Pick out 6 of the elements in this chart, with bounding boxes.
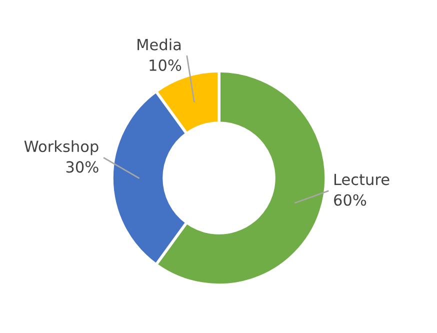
slice-label: Lecture — [334, 174, 390, 186]
slice-label: Media — [138, 38, 181, 50]
data-label: 30% — [66, 161, 98, 173]
data-label: 60% — [334, 194, 366, 206]
data-label: 10% — [150, 59, 182, 71]
slice-label: Workshop — [24, 140, 98, 156]
